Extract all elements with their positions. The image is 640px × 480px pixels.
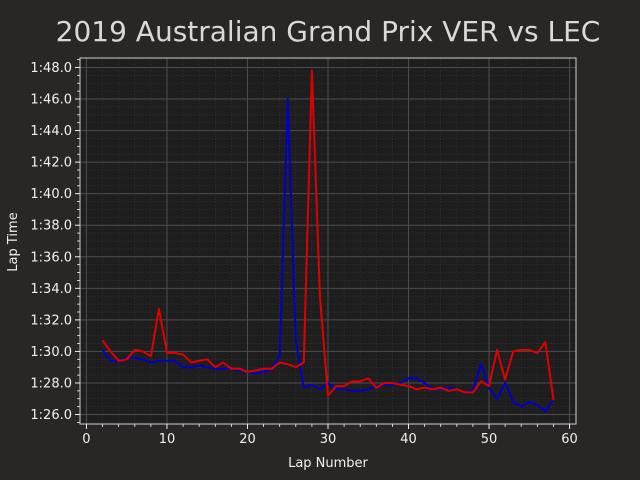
x-tick-label: 10 bbox=[159, 432, 176, 447]
y-tick-label: 1:38.0 bbox=[30, 219, 72, 234]
y-tick-label: 1:44.0 bbox=[30, 124, 72, 139]
axes-layer bbox=[75, 57, 577, 429]
x-tick-label: 0 bbox=[82, 432, 90, 447]
y-tick-label: 1:48.0 bbox=[30, 61, 72, 76]
x-tick-label: 60 bbox=[561, 432, 578, 447]
x-tick-label: 30 bbox=[320, 432, 337, 447]
series-layer bbox=[101, 69, 555, 413]
x-tick-labels: 0 10 20 30 40 50 60 bbox=[82, 432, 578, 447]
series-line-2 bbox=[101, 69, 555, 401]
y-tick-label: 1:36.0 bbox=[30, 250, 72, 265]
x-tick-label: 20 bbox=[239, 432, 256, 447]
y-tick-label: 1:34.0 bbox=[30, 282, 72, 297]
y-tick-label: 1:26.0 bbox=[30, 408, 72, 423]
y-tick-label: 1:28.0 bbox=[30, 376, 72, 391]
y-tick-label: 1:40.0 bbox=[30, 187, 72, 202]
y-tick-label: 1:46.0 bbox=[30, 93, 72, 108]
y-tick-label: 1:42.0 bbox=[30, 156, 72, 171]
x-axis-label: Lap Number bbox=[288, 456, 368, 471]
y-tick-labels: 1:26.0 1:28.0 1:30.0 1:32.0 1:34.0 1:36.0 1:38… bbox=[30, 61, 72, 423]
y-tick-label: 1:32.0 bbox=[30, 313, 72, 328]
minor-grid bbox=[80, 58, 576, 424]
x-tick-label: 50 bbox=[481, 432, 498, 447]
y-tick-label: 1:30.0 bbox=[30, 345, 72, 360]
series-line-1 bbox=[101, 98, 555, 413]
chart-title: 2019 Australian Grand Prix VER vs LEC bbox=[56, 15, 601, 48]
x-tick-label: 40 bbox=[400, 432, 417, 447]
y-axis-label: Lap Time bbox=[6, 212, 21, 271]
